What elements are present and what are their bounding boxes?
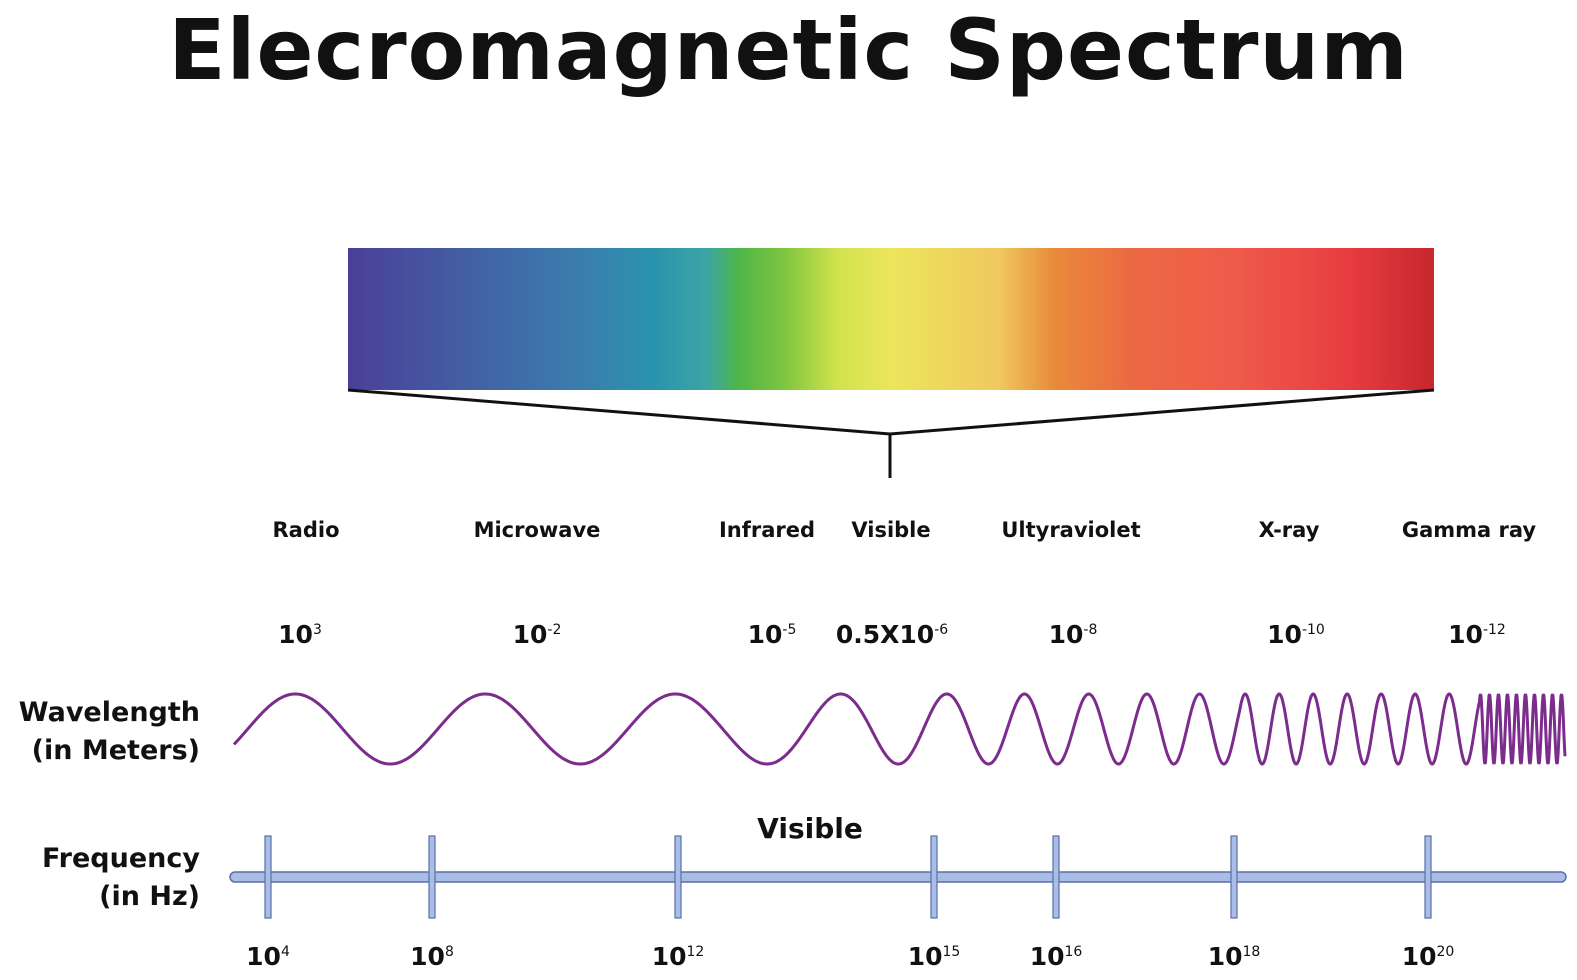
- wavelength-value: 10-10: [1267, 620, 1325, 649]
- frequency-value: 1016: [1029, 942, 1083, 971]
- frequency-value: 104: [246, 942, 290, 971]
- frequency-tick: [674, 835, 682, 919]
- wavelength-value: 0.5X10-6: [835, 620, 949, 649]
- page-title: Elecromagnetic Spectrum: [168, 1, 1409, 99]
- frequency-value: 1020: [1401, 942, 1455, 971]
- frequency-tick: [1424, 835, 1432, 919]
- region-label-infrared: Infrared: [718, 518, 816, 542]
- region-label-xray: X-ray: [1258, 518, 1320, 542]
- wavelength-value: 10-5: [747, 620, 797, 649]
- frequency-tick: [428, 835, 436, 919]
- frequency-axis-title: Frequency (in Hz): [41, 843, 200, 912]
- region-label-visible: Visible: [851, 518, 931, 542]
- visible-marker-label: Visible: [757, 812, 863, 845]
- region-label-microwave: Microwave: [473, 518, 601, 542]
- wavelength-value: 10-8: [1048, 620, 1098, 649]
- frequency-tick: [1230, 835, 1238, 919]
- frequency-value: 1015: [907, 942, 961, 971]
- frequency-tick: [930, 835, 938, 919]
- frequency-tick: [264, 835, 272, 919]
- wavelength-value: 103: [278, 620, 322, 649]
- frequency-tick: [1052, 835, 1060, 919]
- wavelength-value: 10-12: [1448, 620, 1506, 649]
- region-label-ultraviolet: Ultyraviolet: [1001, 518, 1141, 542]
- wavelength-value: 10-2: [512, 620, 562, 649]
- frequency-value: 1018: [1207, 942, 1261, 971]
- spectrum-color-bar: [348, 248, 1434, 390]
- wave-line: [232, 692, 1567, 766]
- frequency-value: 108: [410, 942, 454, 971]
- region-label-radio: Radio: [272, 518, 340, 542]
- wavelength-axis-title: Wavelength (in Meters): [18, 697, 200, 766]
- frequency-value: 1012: [651, 942, 705, 971]
- region-label-gamma: Gamma ray: [1401, 518, 1537, 542]
